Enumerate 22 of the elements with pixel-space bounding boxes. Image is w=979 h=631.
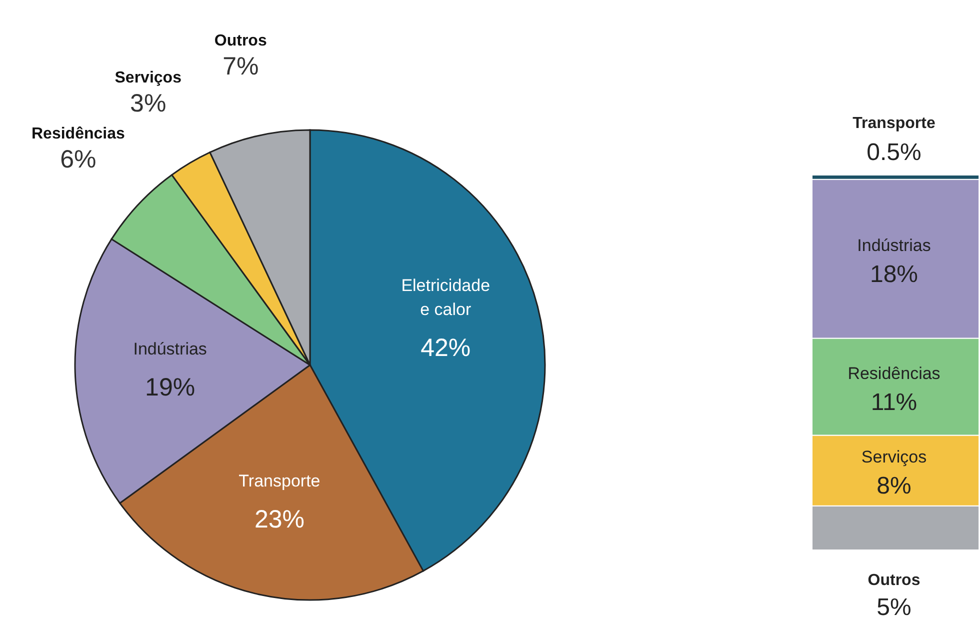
text: Transporte [852, 115, 936, 132]
data-label: 8% [876, 472, 912, 500]
slice-label: Eletricidade e calor [401, 276, 490, 320]
series-label: Serviços [861, 448, 927, 467]
slice-label: Residências [31, 125, 125, 142]
data-label: 5% [876, 594, 912, 621]
slice-label: Transporte [238, 472, 320, 491]
slice-label: Outros [214, 32, 267, 50]
slice-label: Indústrias [133, 339, 207, 358]
data-label: 0.5% [866, 139, 922, 166]
data-label: 19% [145, 373, 196, 402]
data-label: 18% [870, 260, 918, 288]
series-label: Outros [868, 572, 920, 589]
slice-label: Serviços [114, 69, 182, 86]
data-label: 42% [420, 334, 471, 362]
series-label: Residências [848, 364, 940, 383]
series-label: Indústrias [857, 236, 931, 255]
data-label: 23% [254, 506, 304, 534]
data-label: 6% [60, 145, 96, 174]
data-label: 7% [222, 52, 259, 81]
data-label: 11% [870, 388, 918, 416]
data-label: 3% [130, 89, 166, 118]
